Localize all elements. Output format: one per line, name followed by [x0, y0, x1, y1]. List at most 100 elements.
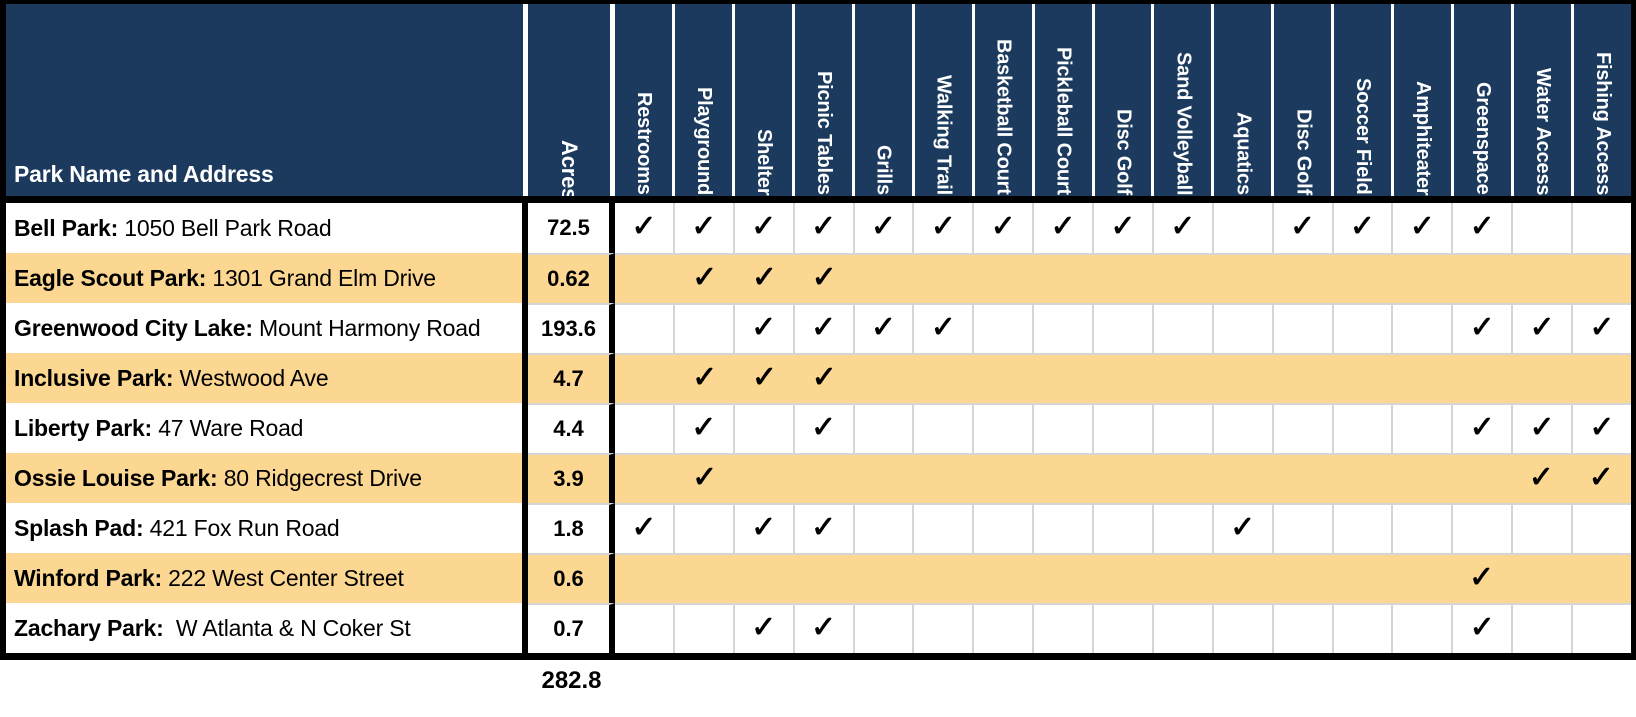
table-body: Bell Park: 1050 Bell Park Road 72.5 ✓ ✓ ✓ ✓ ✓ ✓…: [6, 203, 1632, 653]
amenity-cell: [854, 353, 914, 403]
amenity-header-label: Fishing Access: [1591, 51, 1614, 195]
amenity-cell: [914, 503, 975, 553]
park-name: Greenwood City Lake:: [14, 314, 253, 341]
park-name-cell: Inclusive Park: Westwood Ave: [6, 353, 528, 403]
check-icon: ✓: [990, 209, 1016, 244]
amenity-cell: [1332, 353, 1392, 403]
check-icon: ✓: [1529, 410, 1555, 445]
amenity-cell: ✓: [1573, 403, 1631, 453]
amenity-cell: [734, 403, 795, 453]
check-icon: ✓: [1469, 610, 1495, 645]
amenity-cell: [1451, 353, 1512, 403]
amenity-cell: [1033, 553, 1094, 603]
acres-cell: 0.7: [528, 603, 615, 653]
amenity-cell: ✓: [1453, 303, 1514, 353]
check-icon: ✓: [1469, 410, 1495, 445]
amenity-cell: [1391, 253, 1452, 303]
park-name: Splash Pad:: [14, 514, 144, 541]
amenity-cell: [1273, 603, 1334, 653]
amenity-cell: [1213, 603, 1274, 653]
amenity-header-label: Aquatics: [1232, 112, 1255, 195]
col-header-fishing-access: Fishing Access: [1574, 4, 1631, 196]
amenity-cell: [974, 503, 1035, 553]
amenity-cell: [1093, 353, 1153, 403]
parks-table: Park Name and Address Acres Restrooms Pla…: [0, 0, 1636, 660]
check-icon: ✓: [810, 310, 837, 345]
amenity-cell: ✓: [1034, 203, 1094, 253]
amenity-cell: [1571, 353, 1632, 403]
amenity-cell: [1333, 403, 1394, 453]
amenity-header-label: Playground: [692, 86, 715, 195]
amenity-cell: [615, 403, 675, 453]
amenity-cell: [1511, 253, 1572, 303]
check-icon: ✓: [1170, 209, 1196, 244]
amenity-cell: [854, 453, 914, 503]
amenity-cell: ✓: [794, 353, 855, 403]
park-name: Zachary Park:: [14, 614, 164, 641]
amenity-cell: [1453, 503, 1514, 553]
acres-total-value: 282.8: [541, 667, 602, 694]
acres-cell: 4.7: [528, 353, 615, 403]
amenity-header-label: Greenspace: [1472, 82, 1495, 195]
check-icon: ✓: [1349, 209, 1375, 244]
col-header-grills: Grills: [855, 4, 915, 196]
check-icon: ✓: [930, 209, 956, 244]
table-row: Bell Park: 1050 Bell Park Road 72.5 ✓ ✓ ✓ ✓ ✓ ✓…: [6, 203, 1631, 253]
park-address: W Atlanta & N Coker St: [163, 614, 411, 641]
amenity-cell: [854, 403, 915, 453]
amenity-cell: [1094, 303, 1154, 353]
check-icon: ✓: [751, 209, 777, 244]
amenity-cell: ✓: [794, 253, 855, 303]
amenity-cell: ✓: [1451, 553, 1512, 603]
amenity-cell: [854, 553, 914, 603]
amenity-cell: ✓: [734, 353, 795, 403]
amenity-cell: [615, 303, 675, 353]
amenity-cell: [1511, 353, 1572, 403]
amenity-cell: [1034, 303, 1094, 353]
amenity-cell: [1273, 303, 1334, 353]
col-header-water-access: Water Access: [1514, 4, 1574, 196]
amenity-cell: [1451, 453, 1512, 503]
amenity-cell: ✓: [795, 203, 855, 253]
acres-cell: 3.9: [528, 453, 615, 503]
amenity-cell: ✓: [735, 203, 795, 253]
table-row: Inclusive Park: Westwood Ave 4.7 ✓ ✓ ✓: [6, 353, 1632, 403]
amenity-cell: ✓: [1094, 203, 1154, 253]
amenity-cell: [1213, 303, 1274, 353]
amenity-cell: [674, 303, 735, 353]
amenity-cell: [1212, 253, 1273, 303]
amenity-cell: [1033, 353, 1094, 403]
amenity-header-row: Restrooms Playground Shelter Picnic Tables G…: [615, 4, 1631, 196]
check-icon: ✓: [1469, 310, 1495, 345]
amenity-cell: [1093, 453, 1153, 503]
check-icon: ✓: [1469, 209, 1495, 244]
amenity-cell: ✓: [855, 203, 915, 253]
amenity-cell: [1034, 403, 1094, 453]
amenity-cell: [1571, 553, 1632, 603]
amenity-cell: [1093, 553, 1153, 603]
park-address: 222 West Center Street: [161, 564, 404, 591]
amenity-cell: ✓: [1453, 203, 1514, 253]
amenity-cell: [1152, 553, 1213, 603]
acres-cell: 4.4: [528, 403, 615, 453]
amenity-cell: ✓: [734, 303, 795, 353]
amenity-cell: ✓: [794, 503, 855, 553]
park-address: 421 Fox Run Road: [143, 514, 340, 541]
amenity-cell: [1212, 453, 1273, 503]
check-icon: ✓: [810, 209, 837, 244]
park-name-cell: Winford Park: 222 West Center Street: [6, 553, 528, 603]
check-icon: ✓: [811, 260, 837, 295]
amenity-cell: [1153, 603, 1214, 653]
col-header-basketball-court: Basketball Court: [975, 4, 1035, 196]
amenity-cell: [1094, 603, 1154, 653]
amenity-header-label: Soccer Field: [1352, 78, 1375, 195]
park-address: 1050 Bell Park Road: [118, 214, 332, 241]
amenity-cell: [974, 403, 1035, 453]
table-row: Winford Park: 222 West Center Street 0.6 ✓: [6, 553, 1632, 603]
amenity-cell: [1094, 503, 1154, 553]
amenity-cell: [734, 553, 795, 603]
amenity-cell: [1393, 503, 1454, 553]
park-name-cell: Liberty Park: 47 Ware Road: [6, 403, 528, 453]
park-name-cell: Ossie Louise Park: 80 Ridgecrest Drive: [6, 453, 528, 503]
acres-cell: 72.5: [528, 203, 615, 253]
